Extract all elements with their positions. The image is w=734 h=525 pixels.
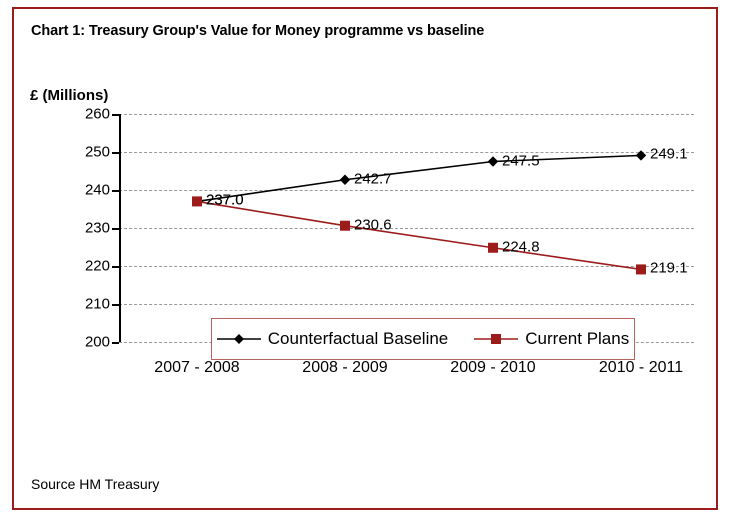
x-axis-tick-label: 2008 - 2009 xyxy=(302,359,388,376)
y-axis-tick-mark xyxy=(112,114,119,116)
data-point-marker xyxy=(636,264,646,275)
data-point-marker xyxy=(487,156,499,167)
y-axis-tick-label: 240 xyxy=(84,181,110,199)
y-axis-tick-mark xyxy=(112,228,119,230)
data-point-marker xyxy=(635,150,647,161)
y-axis-title: £ (Millions) xyxy=(30,87,109,104)
series-line xyxy=(196,200,642,271)
gridline xyxy=(119,152,694,153)
data-point-marker xyxy=(192,196,202,207)
legend-entry[interactable]: Current Plans xyxy=(474,329,629,349)
gridline xyxy=(119,228,694,229)
plot-area: 260 250 240 230 220 210 200 237.0 242.7 247.5 249… xyxy=(85,106,694,376)
legend-label: Current Plans xyxy=(525,329,630,348)
x-axis-tick-label: 2007 - 2008 xyxy=(154,359,240,376)
gridline xyxy=(119,114,694,115)
data-point-marker xyxy=(340,220,350,231)
y-axis-tick-label: 260 xyxy=(84,105,110,123)
y-axis-tick-mark xyxy=(112,304,119,306)
data-point-marker xyxy=(488,242,498,253)
square-marker xyxy=(474,334,519,344)
y-axis-tick-label: 230 xyxy=(84,219,110,237)
gridline xyxy=(119,266,694,267)
gridline xyxy=(119,190,694,191)
y-axis-tick-mark xyxy=(112,152,119,154)
source-note: Source HM Treasury xyxy=(31,476,160,492)
series-lines xyxy=(191,150,647,275)
y-axis-tick-mark xyxy=(112,342,119,344)
legend-entry[interactable]: Counterfactual Baseline xyxy=(216,329,449,349)
chart-card: Chart 1: Treasury Group's Value for Mone… xyxy=(12,7,718,510)
chart-title: Chart 1: Treasury Group's Value for Mone… xyxy=(31,23,485,39)
gridline xyxy=(119,304,694,305)
series-line xyxy=(196,154,642,203)
y-axis-tick-label: 250 xyxy=(84,143,110,161)
x-axis-tick-label: 2010 - 2011 xyxy=(598,359,684,376)
y-axis-line xyxy=(119,114,121,342)
chart-legend: Counterfactual Baseline Current Plans xyxy=(211,318,635,360)
y-axis-tick-label: 210 xyxy=(84,295,110,313)
y-axis-tick-mark xyxy=(112,190,119,192)
legend-label: Counterfactual Baseline xyxy=(267,329,449,348)
data-point-marker xyxy=(339,174,351,185)
y-axis-tick-mark xyxy=(112,266,119,268)
diamond-marker xyxy=(216,334,261,344)
x-axis-tick-label: 2009 - 2010 xyxy=(450,359,536,376)
y-axis-tick-label: 220 xyxy=(84,257,110,275)
y-axis-tick-label: 200 xyxy=(84,333,110,351)
